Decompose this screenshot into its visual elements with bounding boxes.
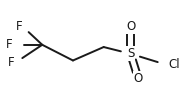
Text: S: S xyxy=(127,47,134,60)
Text: F: F xyxy=(8,56,14,69)
Text: Cl: Cl xyxy=(168,58,180,71)
Text: F: F xyxy=(15,20,22,33)
Text: O: O xyxy=(134,72,143,85)
Text: F: F xyxy=(6,38,12,51)
Text: O: O xyxy=(126,20,135,33)
